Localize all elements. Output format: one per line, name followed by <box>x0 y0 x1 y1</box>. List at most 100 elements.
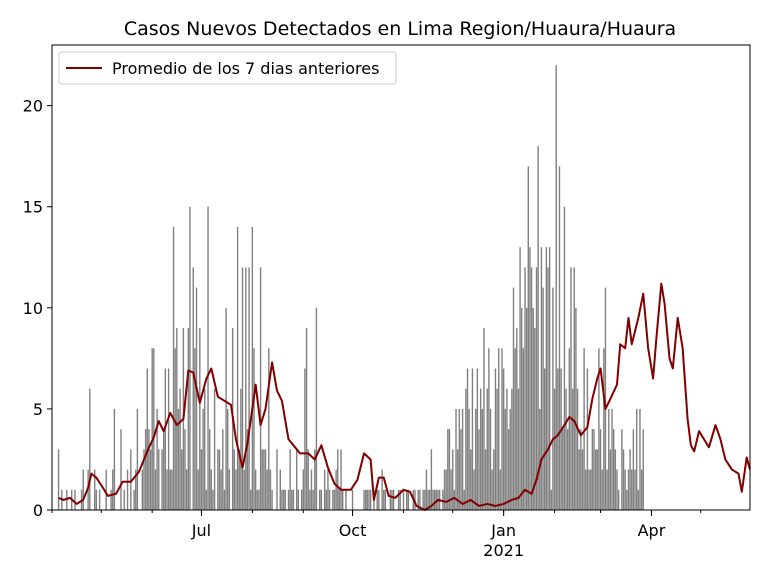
bar <box>220 469 222 510</box>
bar <box>195 287 198 510</box>
bar <box>292 489 295 510</box>
bar <box>259 267 262 510</box>
bar <box>194 348 196 510</box>
bar <box>489 408 492 510</box>
bar <box>227 408 229 510</box>
bar <box>435 489 438 510</box>
bar <box>427 489 429 510</box>
bar <box>241 267 244 510</box>
bar <box>429 489 431 510</box>
bar <box>228 469 231 510</box>
bar <box>240 388 242 510</box>
bar <box>406 489 408 510</box>
bar <box>573 267 575 510</box>
bar <box>302 469 304 510</box>
bar <box>223 489 226 510</box>
bar <box>493 449 495 510</box>
bar <box>557 368 559 510</box>
bar <box>184 429 186 510</box>
bar <box>179 388 181 510</box>
x-tick-label: Apr <box>638 521 666 540</box>
bar <box>414 489 416 510</box>
bar <box>205 489 208 510</box>
bar <box>110 489 112 510</box>
bar <box>192 267 194 510</box>
bar <box>304 368 306 510</box>
bar <box>141 469 144 510</box>
bar <box>621 429 623 510</box>
bar <box>207 206 209 511</box>
bar <box>246 429 249 510</box>
bar <box>297 489 300 510</box>
bar <box>608 408 610 510</box>
bar <box>263 449 265 510</box>
bar <box>507 429 510 510</box>
bar <box>519 247 521 511</box>
bar <box>174 348 176 510</box>
bar <box>136 408 139 510</box>
bar <box>609 449 612 510</box>
bar <box>430 449 433 510</box>
bar <box>217 449 219 510</box>
bar <box>509 408 511 510</box>
bar <box>617 489 620 510</box>
bar <box>319 489 321 510</box>
bar <box>291 489 293 510</box>
bar <box>575 307 577 510</box>
bar <box>548 247 551 511</box>
bar <box>424 489 426 510</box>
bar <box>611 408 613 510</box>
bar <box>455 408 457 510</box>
bar <box>266 469 268 510</box>
bar <box>558 166 561 511</box>
bar <box>535 267 538 510</box>
bar <box>450 469 452 510</box>
bar <box>465 388 467 510</box>
y-tick-label: 0 <box>33 501 43 520</box>
bar <box>588 469 590 510</box>
bar <box>289 449 291 510</box>
bar <box>222 429 224 510</box>
bar <box>478 429 480 510</box>
bar <box>95 489 98 510</box>
bar <box>488 348 490 510</box>
bar <box>133 489 135 510</box>
bar <box>338 489 341 510</box>
bar <box>550 489 552 510</box>
bar <box>82 469 84 510</box>
bar <box>632 429 635 510</box>
bar <box>368 489 370 510</box>
bar <box>593 429 595 510</box>
bar <box>181 449 183 510</box>
bar <box>177 408 180 510</box>
bar <box>542 287 544 510</box>
bar <box>511 388 513 510</box>
bar <box>287 489 290 510</box>
bar <box>560 368 562 510</box>
bar <box>443 469 446 510</box>
bar <box>148 429 150 510</box>
bar <box>433 489 436 510</box>
bar <box>238 449 240 510</box>
bar <box>307 449 309 510</box>
x-tick-label: Oct <box>339 521 367 540</box>
x-tick-label: Jul <box>191 521 211 540</box>
bar <box>586 368 589 510</box>
bar <box>363 489 365 510</box>
bar <box>169 469 171 510</box>
bar <box>189 206 191 511</box>
bar <box>402 489 405 510</box>
bar <box>466 368 469 510</box>
bar <box>345 489 347 510</box>
bar <box>476 368 479 510</box>
bar <box>612 429 615 510</box>
bar <box>245 267 247 510</box>
bar <box>185 469 188 510</box>
bar <box>425 469 428 510</box>
legend: Promedio de los 7 dias anteriores <box>58 51 397 85</box>
bar <box>580 429 582 510</box>
bar <box>447 429 449 510</box>
bar <box>258 489 260 510</box>
bar <box>305 328 308 510</box>
